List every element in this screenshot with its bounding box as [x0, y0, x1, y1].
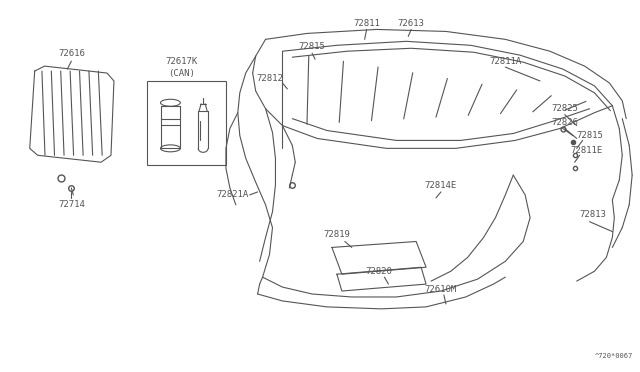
Text: 72815: 72815 [576, 131, 603, 140]
Text: 72617K: 72617K [165, 57, 198, 65]
Text: 72616: 72616 [58, 49, 84, 58]
Text: ^720*0067: ^720*0067 [595, 353, 633, 359]
Text: 72825: 72825 [551, 104, 578, 113]
Text: 72811: 72811 [353, 19, 380, 28]
Text: 72811A: 72811A [489, 57, 522, 65]
Text: 72826: 72826 [551, 118, 578, 127]
Text: 72815: 72815 [299, 42, 326, 51]
Text: 72613: 72613 [398, 19, 425, 28]
Text: 72820: 72820 [365, 267, 392, 276]
Text: 72811E: 72811E [570, 146, 603, 155]
Text: (CAN): (CAN) [168, 68, 195, 77]
Text: 72814E: 72814E [425, 180, 457, 189]
Text: 72813: 72813 [579, 210, 606, 219]
Text: 72821A: 72821A [217, 190, 249, 199]
Text: 72819: 72819 [323, 230, 350, 239]
Text: 72812: 72812 [256, 74, 283, 83]
Text: 72714: 72714 [58, 201, 84, 209]
Text: 72610M: 72610M [425, 285, 457, 294]
Bar [147, 81, 226, 165]
